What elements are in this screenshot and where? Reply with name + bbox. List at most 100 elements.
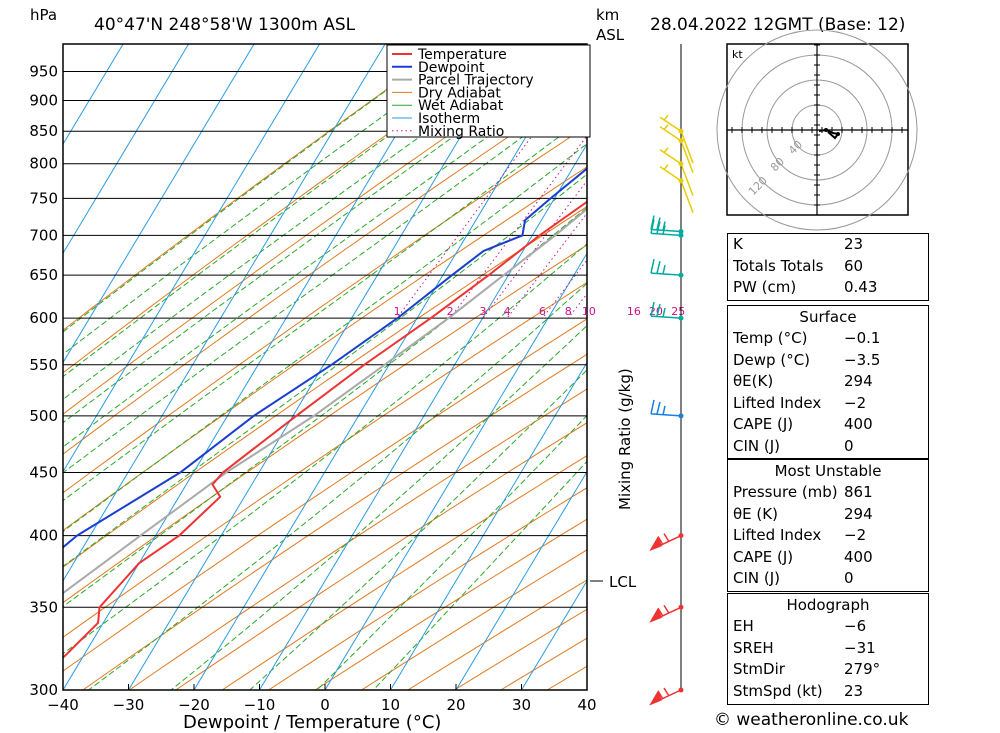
legend-box	[386, 44, 591, 138]
hpa-label: hPa	[30, 6, 57, 24]
wet-adiabat	[63, 44, 550, 401]
mixing-ratio-axis-title: Mixing Ratio (g/kg)	[616, 368, 634, 510]
legend-entry: Dry Adiabat	[418, 85, 501, 101]
wind-barb	[650, 219, 682, 237]
hodograph-stat-label: StmSpd (kt)	[733, 681, 823, 700]
mixing-ratio-label: 8	[565, 305, 572, 318]
temperature-tick-label: −30	[113, 696, 145, 714]
hodograph-stat-value: 279°	[844, 660, 881, 678]
wind-barb	[649, 604, 682, 623]
hodograph-stat-label: SREH	[733, 638, 774, 657]
mixing-ratio-label: 6	[539, 305, 546, 318]
most-unstable-label: CIN (J)	[733, 569, 781, 587]
most-unstable-value: 861	[844, 483, 873, 501]
dewpoint-line	[63, 167, 587, 549]
pressure-tick-label: 950	[29, 63, 58, 81]
most-unstable-row: CIN (J) 0	[728, 568, 928, 590]
parcel-trajectory-line	[63, 207, 587, 595]
wet-adiabat	[63, 44, 484, 355]
index-label: Totals Totals	[733, 256, 824, 275]
most-unstable-row: θE (K) 294	[728, 504, 928, 526]
wind-barb	[649, 533, 682, 552]
mixing-ratio-label: 25	[671, 305, 685, 318]
datetime-title: 28.04.2022 12GMT (Base: 12)	[650, 15, 905, 35]
surface-label: Lifted Index	[733, 393, 822, 412]
lcl-label: LCL	[609, 573, 637, 591]
index-row: K 23	[728, 234, 928, 256]
wet-adiabat	[63, 243, 587, 655]
surface-label: θE(K)	[733, 372, 774, 390]
most-unstable-row: CAPE (J) 400	[728, 547, 928, 569]
isotherm	[193, 44, 583, 690]
pressure-tick-label: 350	[29, 598, 58, 616]
isotherm	[63, 44, 255, 364]
isotherm	[63, 44, 452, 690]
index-row: PW (cm) 0.43	[728, 277, 928, 299]
isotherm	[63, 44, 190, 255]
isotherm	[0, 44, 58, 727]
wet-adiabat	[63, 114, 587, 502]
temperature-tick-label: −40	[47, 696, 79, 714]
most-unstable-label: Pressure (mb)	[733, 483, 838, 501]
isotherm	[63, 44, 386, 582]
hodograph-stat-label: EH	[733, 617, 754, 635]
pressure-tick-label: 850	[29, 122, 58, 140]
pressure-tick-label: 500	[29, 407, 58, 425]
pressure-tick-label: 900	[29, 92, 58, 110]
pressure-tick-label: 600	[29, 309, 58, 327]
hodograph-point	[836, 132, 840, 136]
mixing-ratio-label: 10	[582, 305, 596, 318]
index-label: PW (cm)	[733, 278, 797, 296]
temperature-tick-label: 30	[512, 696, 531, 714]
pressure-tick-label: 800	[29, 155, 58, 173]
index-row: Totals Totals 60	[728, 256, 928, 278]
hodograph-stat-row: StmDir 279°	[728, 659, 928, 681]
mixing-ratio-line	[542, 259, 587, 319]
pressure-tick-label: 700	[29, 226, 58, 244]
wet-adiabats	[63, 44, 587, 690]
mixing-ratio-label: 1	[394, 305, 401, 318]
isotherm	[258, 143, 587, 690]
legend-entry: Temperature	[417, 47, 507, 63]
index-value: 0.43	[844, 278, 878, 296]
dry-adiabat	[63, 44, 451, 331]
index-value: 23	[844, 235, 864, 253]
hodograph-stat-value: −6	[844, 617, 867, 635]
isotherm	[63, 44, 321, 473]
temperature-axis: −40 −30 −20 −10 0 10 20 30 40	[47, 684, 597, 714]
pressure-tick-label: 650	[29, 266, 58, 284]
temperature-tick-label: 40	[577, 696, 596, 714]
hodograph-stats-panel: Hodograph EH −6 SREH −31 StmDir 279° StmSpd (k…	[727, 593, 929, 705]
mixing-ratio-label: 4	[504, 305, 511, 318]
surface-value: −0.1	[844, 329, 881, 347]
hodograph-stats-title: Hodograph	[786, 596, 870, 614]
hodograph-point	[824, 128, 828, 132]
pressure-axis: 300 350 400 450 500 550 600 650 700 750 800 850 900 9…	[29, 63, 58, 699]
hodograph-stat-value: −31	[844, 638, 876, 657]
plot-frame	[62, 43, 588, 691]
legend-entry: Parcel Trajectory	[418, 73, 534, 89]
location-title: 40°47'N 248°58'W 1300m ASL	[94, 15, 356, 35]
isotherms	[0, 44, 587, 727]
mixing-ratio-labels: 1 2 3 4 6 8 10 16 20 25	[394, 305, 686, 318]
most-unstable-value: 294	[844, 504, 873, 523]
km-label: km	[596, 6, 619, 24]
wet-adiabat	[63, 143, 587, 533]
wind-barb	[659, 124, 694, 174]
surface-row: Dewp (°C) −3.5	[728, 350, 928, 372]
wet-adiabat	[63, 44, 451, 333]
surface-title: Surface	[799, 308, 857, 326]
temperature-tick-label: 0	[320, 696, 330, 714]
most-unstable-row: Lifted Index −2	[728, 525, 928, 547]
surface-value: 0	[844, 436, 854, 455]
wind-barb	[659, 164, 694, 214]
isotherm	[455, 470, 587, 690]
wet-adiabat	[87, 282, 587, 690]
surface-panel: Surface Temp (°C) −0.1 Dewp (°C) −3.5 θE(K) 2…	[727, 305, 929, 459]
pressure-tick-label: 300	[29, 681, 58, 699]
wind-barb	[659, 147, 694, 196]
wind-barb	[650, 399, 682, 417]
surface-row: CAPE (J) 400	[728, 414, 928, 436]
